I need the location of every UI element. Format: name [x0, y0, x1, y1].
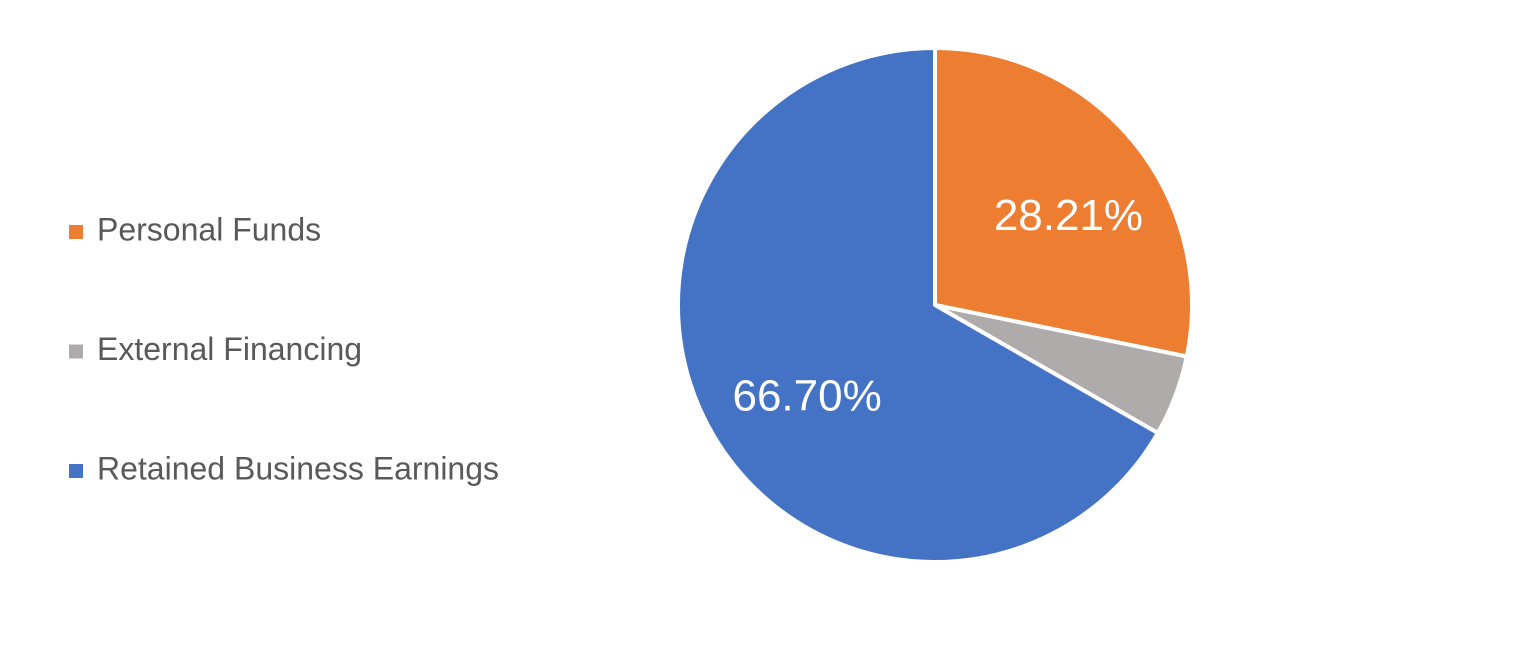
pie-slice	[676, 46, 1160, 564]
legend-text: Retained Business Earnings	[97, 450, 499, 486]
pie-slice	[933, 46, 1194, 359]
legend-swatch	[69, 344, 83, 359]
legend-swatch	[69, 464, 83, 478]
legend-text: External Financing	[97, 331, 362, 367]
legend-text: Personal Funds	[97, 211, 321, 247]
legend-swatch	[69, 225, 83, 239]
value-label: 28.21%	[994, 191, 1143, 240]
value-label: 66.70%	[732, 371, 881, 420]
